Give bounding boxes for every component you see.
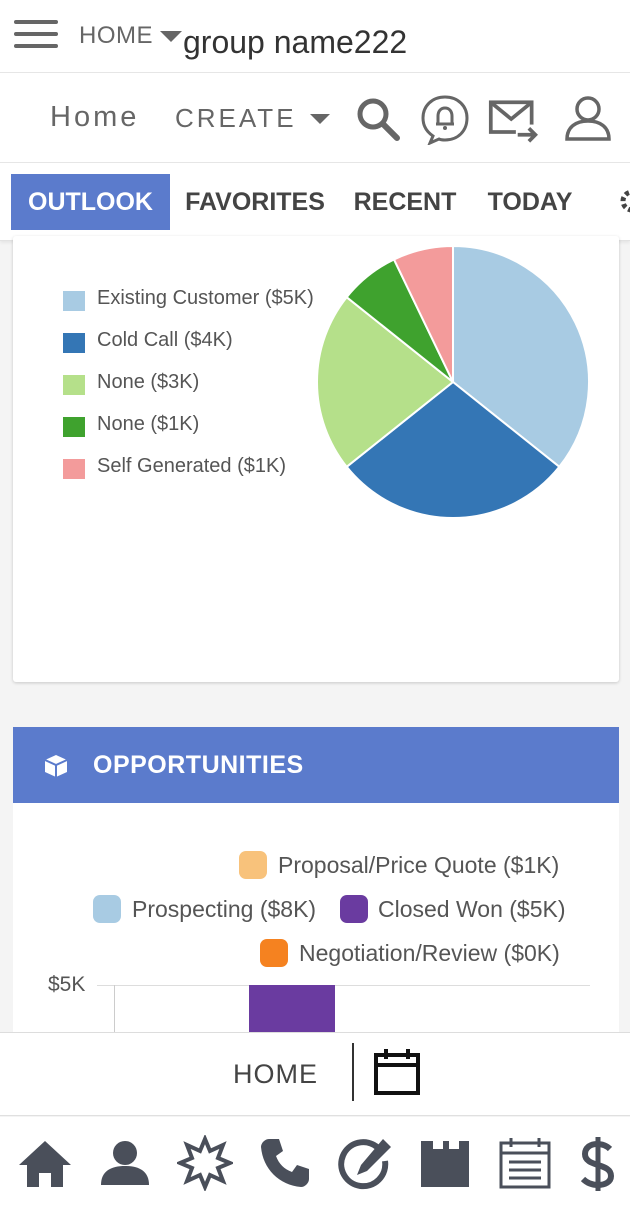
lead-source-pie-chart bbox=[316, 244, 590, 519]
opportunities-header: OPPORTUNITIES bbox=[13, 727, 619, 803]
pie-slice-none[interactable] bbox=[316, 295, 455, 469]
hamburger-menu-icon[interactable] bbox=[14, 20, 58, 48]
top-bar: HOME group name222 bbox=[0, 0, 630, 73]
phone-icon[interactable] bbox=[257, 1135, 313, 1191]
legend-label: Cold Call ($4K) bbox=[97, 329, 233, 351]
calendar-icon[interactable] bbox=[373, 1047, 421, 1097]
tab-today[interactable]: TODAY bbox=[487, 188, 573, 216]
dashboard-tabs: OUTLOOK FAVORITES RECENT TODAY bbox=[0, 163, 630, 241]
legend-swatch bbox=[63, 417, 85, 437]
person-icon[interactable] bbox=[97, 1135, 153, 1191]
legend-swatch bbox=[239, 851, 267, 879]
bar-closed-won[interactable] bbox=[249, 985, 335, 1035]
notifications-bell-icon[interactable] bbox=[419, 93, 471, 145]
main-nav: Home CREATE bbox=[0, 73, 630, 163]
nav-home-link[interactable]: Home bbox=[50, 101, 140, 133]
legend-label: None ($1K) bbox=[97, 413, 200, 435]
y-axis-tick-label: $5K bbox=[48, 973, 86, 996]
search-icon[interactable] bbox=[352, 93, 404, 145]
divider bbox=[352, 1043, 354, 1101]
chevron-down-icon[interactable] bbox=[310, 114, 330, 124]
cube-icon bbox=[44, 755, 68, 777]
pie-slice-self-generated[interactable] bbox=[392, 244, 454, 383]
legend-label: Self Generated ($1K) bbox=[97, 455, 286, 477]
legend-label: Closed Won ($5K) bbox=[378, 896, 566, 922]
y-axis-line bbox=[114, 985, 115, 1035]
nav-create-menu[interactable]: CREATE bbox=[175, 103, 297, 133]
badge-icon[interactable] bbox=[177, 1135, 233, 1191]
bottom-home-label[interactable]: HOME bbox=[233, 1059, 318, 1089]
gear-icon[interactable] bbox=[618, 185, 630, 217]
mail-forward-icon[interactable] bbox=[488, 93, 540, 145]
gridline bbox=[97, 985, 590, 986]
calendar-list-icon[interactable] bbox=[497, 1135, 553, 1191]
pie-legend: Existing Customer ($5K) Cold Call ($4K) … bbox=[51, 280, 316, 490]
legend-label: Proposal/Price Quote ($1K) bbox=[278, 852, 560, 878]
folder-icon[interactable] bbox=[417, 1135, 473, 1191]
tab-favorites[interactable]: FAVORITES bbox=[185, 188, 325, 216]
legend-label: Existing Customer ($5K) bbox=[97, 287, 314, 309]
legend-swatch bbox=[63, 333, 85, 353]
tab-outlook[interactable]: OUTLOOK bbox=[11, 174, 170, 230]
chevron-down-icon[interactable] bbox=[160, 31, 182, 42]
pie-slice-existing-customer[interactable] bbox=[452, 244, 590, 469]
legend-swatch bbox=[260, 939, 288, 967]
legend-swatch bbox=[63, 375, 85, 395]
pie-slice-cold-call[interactable] bbox=[345, 380, 561, 519]
legend-label: Prospecting ($8K) bbox=[132, 896, 317, 922]
bottom-module-nav bbox=[0, 1117, 630, 1230]
edit-icon[interactable] bbox=[337, 1135, 393, 1191]
legend-label: Negotiation/Review ($0K) bbox=[299, 940, 560, 966]
home-breadcrumb[interactable]: HOME bbox=[79, 22, 153, 49]
legend-swatch bbox=[340, 895, 368, 923]
opportunities-title: OPPORTUNITIES bbox=[93, 751, 304, 779]
home-icon[interactable] bbox=[17, 1135, 73, 1191]
legend-label: None ($3K) bbox=[97, 371, 200, 393]
user-profile-icon[interactable] bbox=[562, 93, 614, 145]
group-name-title: group name222 bbox=[183, 24, 408, 60]
legend-swatch bbox=[63, 291, 85, 311]
bottom-subnav: HOME bbox=[0, 1032, 630, 1116]
tab-recent[interactable]: RECENT bbox=[353, 188, 457, 216]
legend-swatch bbox=[93, 895, 121, 923]
legend-swatch bbox=[63, 459, 85, 479]
dollar-icon[interactable] bbox=[570, 1135, 626, 1191]
